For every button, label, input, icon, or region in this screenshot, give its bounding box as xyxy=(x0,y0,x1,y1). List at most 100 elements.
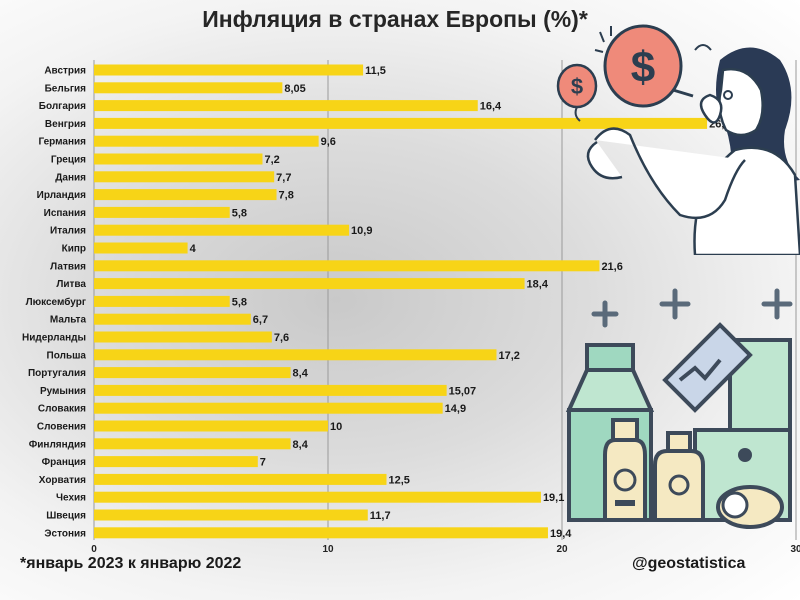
value-label: 10,9 xyxy=(351,225,372,237)
value-label: 7,2 xyxy=(264,154,279,166)
category-label: Польша xyxy=(47,350,87,361)
category-label: Латвия xyxy=(50,261,86,272)
value-label: 8,05 xyxy=(284,83,305,95)
bar xyxy=(94,206,230,218)
value-label: 5,8 xyxy=(232,296,247,308)
bar xyxy=(94,384,447,396)
value-label: 18,4 xyxy=(527,279,549,291)
category-label: Финляндия xyxy=(29,439,86,450)
category-label: Словакия xyxy=(38,404,86,415)
value-label: 7,6 xyxy=(274,332,289,344)
x-tick-label: 20 xyxy=(556,544,568,555)
value-label: 21,6 xyxy=(601,261,622,273)
bar xyxy=(94,491,541,503)
small-dollar-balloon-icon: $ xyxy=(556,63,598,122)
value-label: 10 xyxy=(330,421,342,433)
category-label: Румыния xyxy=(40,386,86,397)
value-label: 7 xyxy=(260,457,266,469)
value-label: 7,7 xyxy=(276,172,291,184)
value-label: 12,5 xyxy=(389,474,410,486)
bar xyxy=(94,349,497,361)
category-label: Чехия xyxy=(56,493,86,504)
category-label: Швеция xyxy=(46,511,86,522)
category-label: Эстония xyxy=(44,528,86,539)
category-label: Германия xyxy=(38,137,86,148)
bar xyxy=(94,527,548,539)
bar xyxy=(94,64,364,76)
bar xyxy=(94,242,188,254)
value-label: 11,5 xyxy=(365,65,386,77)
category-label: Хорватия xyxy=(39,475,86,486)
bar xyxy=(94,117,708,129)
x-axis-ticks: 0 10 20 30 xyxy=(91,544,800,555)
value-label: 19,4 xyxy=(550,528,572,540)
category-label: Италия xyxy=(50,226,86,237)
category-label: Мальта xyxy=(50,315,87,326)
cheese-icon xyxy=(716,485,784,529)
category-label: Болгария xyxy=(39,101,86,112)
category-label: Австрия xyxy=(44,66,86,77)
bar xyxy=(94,278,525,290)
x-tick-label: 10 xyxy=(322,544,334,555)
category-label: Франция xyxy=(42,457,87,468)
svg-text:$: $ xyxy=(571,74,583,99)
bar xyxy=(94,224,350,236)
bottle-icon xyxy=(603,418,647,522)
bar xyxy=(94,473,387,485)
category-label: Венгрия xyxy=(45,119,86,130)
value-label: 14,9 xyxy=(445,403,466,415)
bar xyxy=(94,367,291,379)
bar xyxy=(94,295,230,307)
grocery-icons-illustration xyxy=(565,288,793,529)
category-label: Дания xyxy=(55,172,86,183)
price-tag-icon xyxy=(662,322,753,413)
footnote: *январь 2023 к январю 2022 xyxy=(20,555,242,572)
category-label: Кипр xyxy=(62,244,86,255)
value-label: 11,7 xyxy=(370,510,391,522)
value-label: 9,6 xyxy=(321,136,336,148)
category-label: Люксембург xyxy=(26,296,86,308)
svg-text:$: $ xyxy=(631,43,655,92)
bar xyxy=(94,509,368,521)
bar xyxy=(94,135,319,147)
bar xyxy=(94,420,328,432)
category-label: Словения xyxy=(37,422,86,433)
chart-title: Инфляция в странах Европы (%)* xyxy=(202,6,588,32)
bars xyxy=(94,64,708,539)
x-tick-label: 0 xyxy=(91,544,97,555)
bar xyxy=(94,402,443,414)
x-tick-label: 30 xyxy=(790,544,800,555)
value-label: 6,7 xyxy=(253,314,268,326)
bar xyxy=(94,171,275,183)
bar xyxy=(94,456,258,468)
bottle-icon xyxy=(653,431,705,522)
big-dollar-balloon-icon: $ xyxy=(603,24,694,108)
value-label: 8,4 xyxy=(293,368,309,380)
source-watermark: @geostatistica xyxy=(632,555,746,572)
bar xyxy=(94,331,272,343)
bar xyxy=(94,260,600,272)
bar xyxy=(94,100,478,112)
value-label: 5,8 xyxy=(232,207,247,219)
value-label: 8,4 xyxy=(293,439,309,451)
category-label: Греция xyxy=(51,155,86,166)
category-label: Нидерланды xyxy=(22,333,86,344)
category-label: Литва xyxy=(56,279,86,290)
category-label: Испания xyxy=(44,208,87,219)
plus-icon xyxy=(591,288,793,328)
value-label: 15,07 xyxy=(449,385,477,397)
value-label: 4 xyxy=(190,243,197,255)
bar xyxy=(94,438,291,450)
bar xyxy=(94,82,283,94)
woman-illustration: $ $ xyxy=(556,24,800,255)
value-label: 17,2 xyxy=(498,350,519,362)
labels: Австрия 11,5 Бельгия 8,05 Болгария 16,4 Венгри… xyxy=(22,65,730,540)
bar xyxy=(94,153,263,165)
value-label: 19,1 xyxy=(543,492,564,504)
category-label: Португалия xyxy=(28,368,86,379)
value-label: 7,8 xyxy=(279,190,294,202)
category-label: Бельгия xyxy=(45,83,87,94)
bar xyxy=(94,189,277,201)
category-label: Ирландия xyxy=(37,190,86,201)
